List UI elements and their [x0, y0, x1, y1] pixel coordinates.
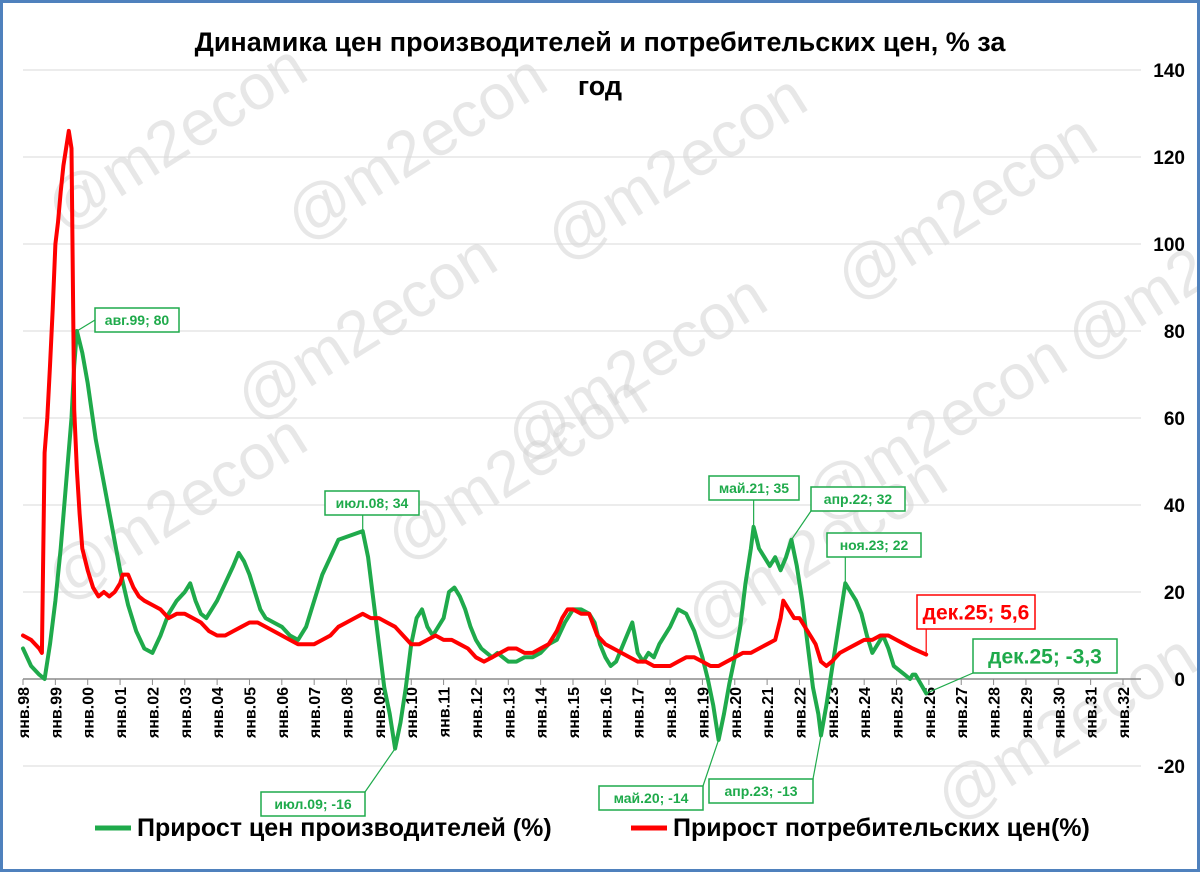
series-line-consumer-prices — [21, 128, 929, 668]
watermark-text: @m2econ — [222, 219, 508, 435]
x-tick-label: янв.99 — [48, 687, 65, 739]
annotation-label: май.20; -14 — [614, 790, 689, 806]
watermark-text: @m2econ — [272, 39, 558, 255]
x-tick-label: янв.16 — [598, 687, 615, 739]
chart-title-line-1: Динамика цен производителей и потребител… — [195, 27, 1007, 57]
x-tick-label: янв.09 — [372, 687, 389, 739]
x-tick-label: янв.18 — [663, 687, 680, 739]
x-tick-label: янв.07 — [307, 687, 324, 739]
x-tick-label: янв.06 — [275, 687, 292, 739]
x-tick-label: янв.10 — [404, 687, 421, 739]
legend: Прирост цен производителей (%) Прирост по… — [95, 814, 1090, 842]
annotation-label: дек.25; 5,6 — [923, 602, 1030, 625]
y-tick-label: 100 — [1153, 235, 1185, 256]
watermark-text: @m2econ — [372, 359, 658, 575]
x-tick-label: янв.22 — [792, 687, 809, 739]
x-tick-label: янв.14 — [534, 687, 551, 739]
x-tick-label: янв.25 — [890, 687, 907, 739]
watermark-text: @m2econ — [822, 99, 1108, 315]
y-tick-label: 0 — [1174, 670, 1185, 691]
x-tick-label: янв.05 — [242, 687, 259, 739]
x-tick-label: янв.21 — [760, 687, 777, 739]
x-tick-label: янв.02 — [145, 687, 162, 739]
watermark-text: @m2econ — [532, 59, 818, 275]
x-tick-label: янв.98 — [16, 687, 33, 739]
chart-svg: @m2econ@m2econ@m2econ @m2econ@m2econ@m2ec… — [16, 27, 1197, 842]
annotation-leader — [702, 739, 720, 787]
x-tick-label: янв.03 — [178, 687, 195, 739]
annotation-label: авг.99; 80 — [105, 312, 170, 328]
y-tick-label: 120 — [1153, 148, 1185, 169]
y-axis-ticks: -20 0 20 40 60 80 100 120 140 — [1153, 61, 1185, 778]
annotation-box — [94, 307, 180, 333]
x-tick-label: янв.15 — [566, 687, 583, 739]
annotation-leader — [76, 319, 96, 332]
annotation-box — [708, 778, 814, 804]
annotation-leader — [364, 748, 396, 793]
legend-label: Прирост цен производителей (%) — [137, 814, 552, 842]
annotation-label: дек.25; -3,3 — [988, 646, 1102, 669]
x-tick-label: янв.00 — [81, 687, 98, 739]
x-axis-ticks: янв.98 янв.99 янв.00 янв.01 янв.02 янв.03 янв.… — [16, 679, 1133, 739]
annotations: авг.99; 80 июл.08; 34 июл.09; -16 май.20; -… — [76, 307, 1118, 817]
x-tick-label: янв.24 — [857, 687, 874, 739]
legend-label: Прирост потребительских цен(%) — [673, 814, 1090, 842]
x-tick-label: янв.01 — [113, 687, 130, 739]
series-lines — [21, 128, 929, 751]
watermark-text: @m2econ — [32, 29, 318, 245]
y-tick-label: 40 — [1164, 496, 1185, 517]
annotation-label: май.21; 35 — [719, 480, 789, 496]
annotation-box — [810, 486, 906, 512]
x-tick-label: янв.29 — [1019, 687, 1036, 739]
x-tick-label: янв.20 — [728, 687, 745, 739]
annotation-box — [708, 475, 800, 501]
x-tick-label: янв.28 — [987, 687, 1004, 739]
annotation-box — [916, 594, 1036, 630]
x-tick-label: янв.08 — [340, 687, 357, 739]
chart-title-line-2: год — [578, 71, 622, 101]
annotation-box — [598, 785, 704, 811]
x-tick-label: янв.04 — [210, 687, 227, 739]
y-tick-label: 140 — [1153, 61, 1185, 82]
annotation-box — [324, 490, 420, 516]
x-tick-label: янв.17 — [631, 687, 648, 739]
annotation-label: апр.23; -13 — [724, 783, 797, 799]
annotation-box — [260, 791, 366, 817]
y-tick-label: 60 — [1164, 409, 1185, 430]
y-tick-label: 20 — [1164, 583, 1185, 604]
y-tick-label: 80 — [1164, 322, 1185, 343]
x-tick-label: янв.27 — [954, 687, 971, 739]
annotation-label: апр.22; 32 — [824, 491, 893, 507]
annotation-leader — [925, 672, 974, 694]
x-tick-label: янв.26 — [922, 687, 939, 739]
annotation-label: июл.08; 34 — [336, 495, 409, 511]
x-tick-label: янв.11 — [437, 687, 454, 738]
x-tick-label: янв.13 — [501, 687, 518, 739]
x-tick-label: янв.32 — [1116, 687, 1133, 739]
annotation-box — [826, 532, 922, 558]
gridlines — [23, 69, 1141, 767]
chart-title: Динамика цен производителей и потребител… — [195, 27, 1007, 101]
y-tick-label: -20 — [1158, 757, 1185, 778]
x-tick-label: янв.19 — [695, 687, 712, 739]
x-tick-label: янв.12 — [469, 687, 486, 739]
annotation-leader — [812, 735, 822, 780]
annotation-box — [972, 638, 1118, 674]
annotation-leader — [790, 510, 812, 541]
annotation-label: ноя.23; 22 — [840, 537, 909, 553]
x-tick-label: янв.30 — [1051, 687, 1068, 739]
annotation-label: июл.09; -16 — [274, 796, 352, 812]
x-tick-label: янв.31 — [1084, 687, 1101, 739]
